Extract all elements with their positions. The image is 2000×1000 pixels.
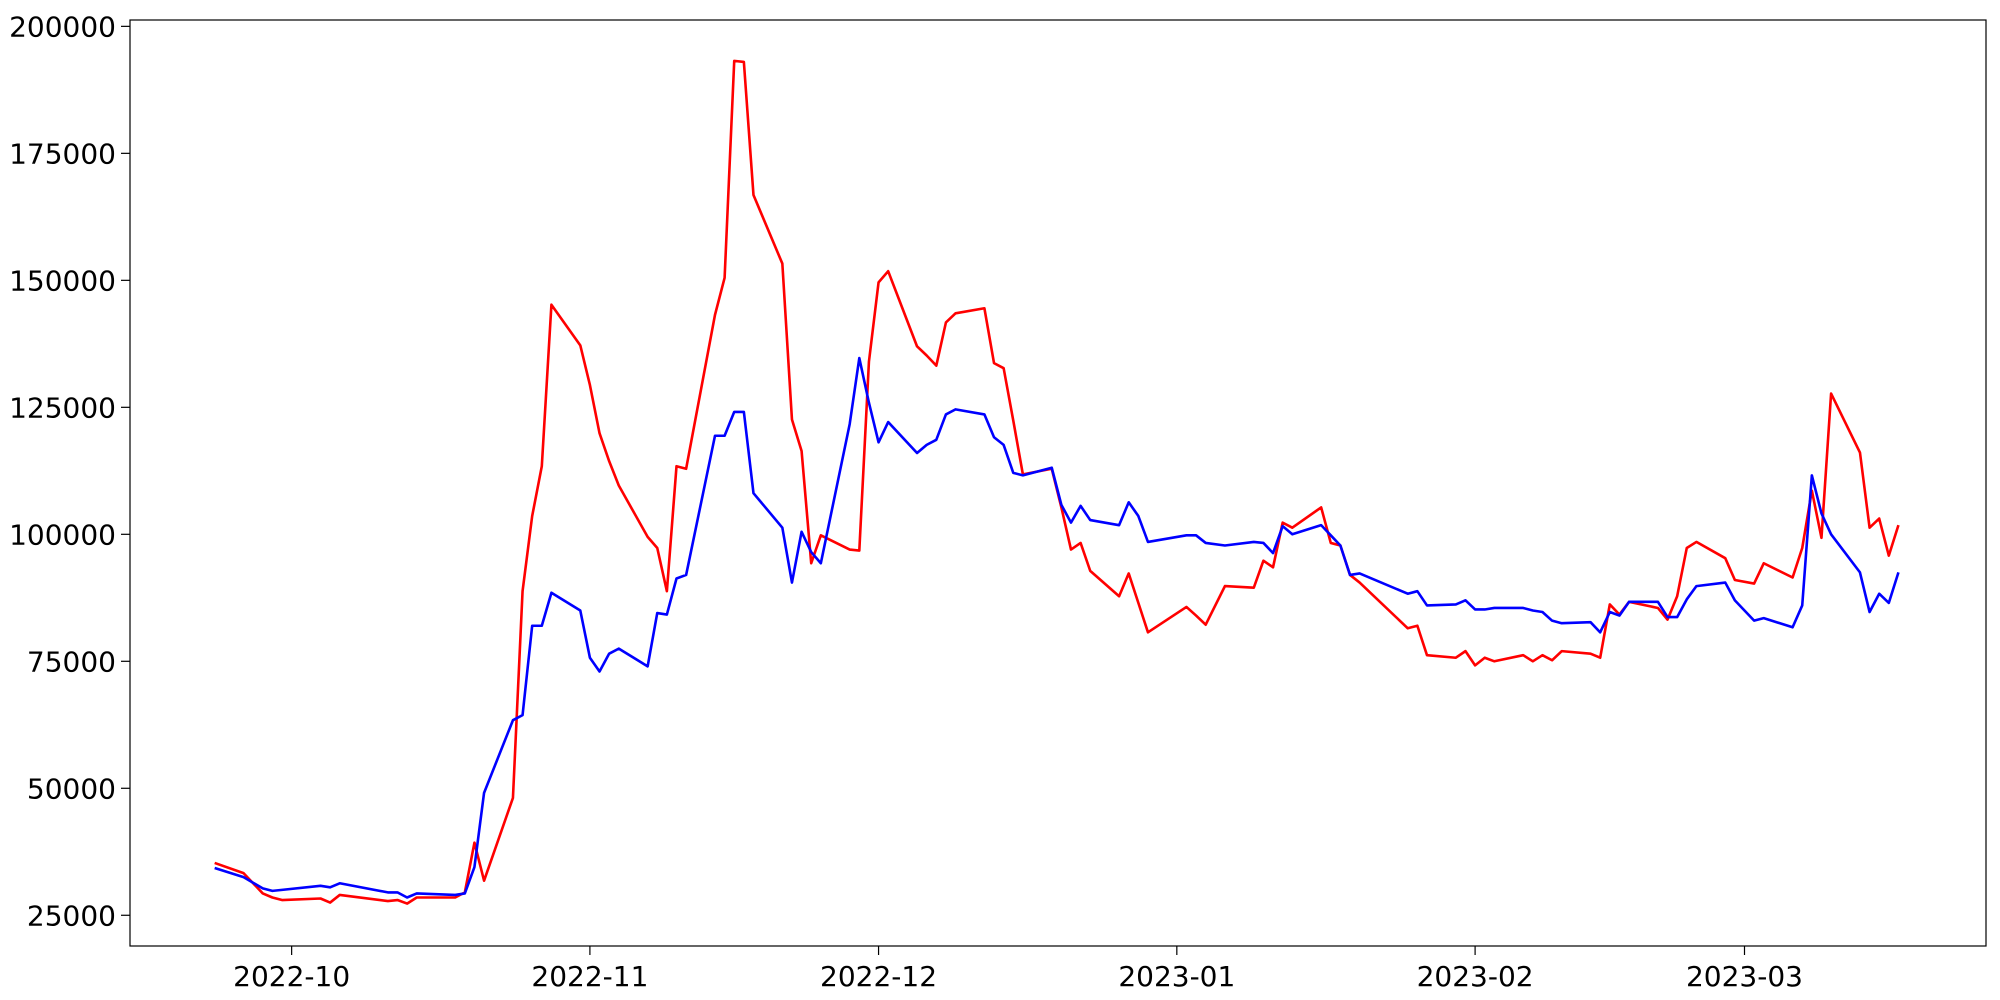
x-tick-label: 2023-01 (1118, 960, 1235, 993)
x-tick-label: 2022-10 (233, 960, 350, 993)
x-tick-label: 2023-03 (1686, 960, 1803, 993)
y-tick-label: 200000 (9, 10, 116, 43)
y-tick-label: 75000 (27, 645, 116, 678)
x-tick-label: 2022-12 (820, 960, 937, 993)
x-tick-label: 2022-11 (531, 960, 648, 993)
y-tick-label: 25000 (27, 899, 116, 932)
y-tick-label: 150000 (9, 264, 116, 297)
y-tick-label: 50000 (27, 772, 116, 805)
x-tick-label: 2023-02 (1417, 960, 1534, 993)
plot-frame (129, 19, 1987, 947)
y-tick-label: 125000 (9, 391, 116, 424)
y-tick-label: 100000 (9, 518, 116, 551)
y-tick-label: 175000 (9, 137, 116, 170)
line-series (214, 356, 1900, 899)
